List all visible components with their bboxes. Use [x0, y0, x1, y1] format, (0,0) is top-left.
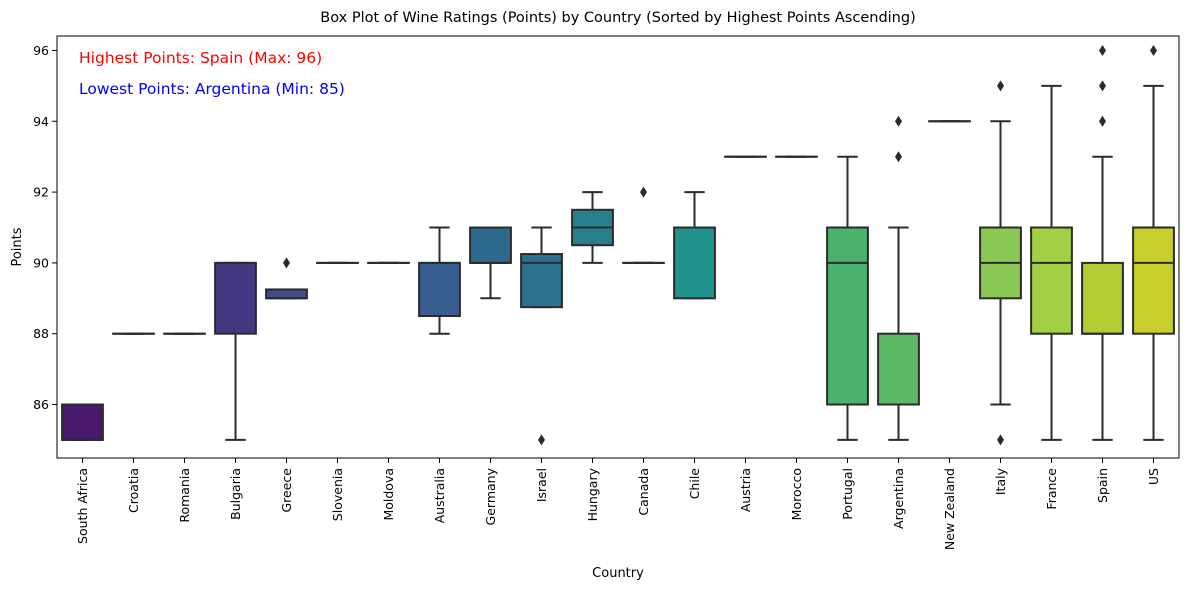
box-body	[1081, 261, 1124, 335]
outlier-point	[1150, 45, 1157, 56]
x-tick-label: Spain	[1095, 468, 1110, 503]
x-tick-label: Canada	[636, 468, 651, 516]
box-body	[1132, 226, 1175, 335]
outlier-point	[538, 434, 545, 446]
x-tick-label: Australia	[432, 468, 447, 523]
outlier-point	[997, 434, 1004, 446]
box-body	[265, 288, 308, 300]
box-south-africa	[61, 403, 104, 441]
outlier-point	[895, 115, 902, 127]
x-tick-label: Bulgaria	[228, 468, 243, 520]
x-tick-label: Hungary	[585, 467, 600, 521]
x-tick-label: Chile	[687, 468, 702, 500]
box-chile	[673, 191, 716, 300]
x-tick-label: Italy	[993, 467, 1008, 495]
box-germany	[469, 226, 512, 300]
box-spain	[1081, 45, 1124, 441]
x-tick-label: Austria	[738, 468, 753, 512]
chart-title: Box Plot of Wine Ratings (Points) by Cou…	[320, 10, 915, 26]
outlier-point	[640, 186, 647, 198]
plot-frame	[56, 35, 1180, 459]
box-israel	[520, 226, 563, 446]
x-tick-label: Croatia	[126, 468, 141, 513]
x-tick-label: Portugal	[840, 468, 855, 520]
box-france	[1030, 84, 1073, 441]
y-axis-label: Points	[10, 227, 25, 266]
x-tick-label: Slovenia	[330, 468, 345, 521]
box-canada	[622, 186, 665, 264]
y-tick-label: 86	[33, 397, 49, 412]
box-body	[673, 226, 716, 300]
box-italy	[979, 80, 1022, 446]
box-australia	[418, 226, 461, 335]
y-tick-label: 96	[33, 43, 49, 58]
x-tick-label: Greece	[279, 468, 294, 513]
box-body	[1030, 226, 1073, 335]
box-body	[877, 332, 920, 406]
outlier-point	[997, 80, 1004, 92]
x-axis-label: Country	[592, 566, 644, 581]
y-tick-label: 92	[33, 185, 49, 200]
x-tick-label: US	[1146, 468, 1161, 485]
highest-points-annotation: Highest Points: Spain (Max: 96)	[79, 49, 322, 67]
box-argentina	[877, 115, 920, 441]
x-tick-label: Morocco	[789, 468, 804, 520]
x-tick-label: France	[1044, 468, 1059, 510]
box-hungary	[571, 191, 614, 264]
outlier-point	[1099, 45, 1106, 56]
box-us	[1132, 45, 1175, 441]
lowest-points-annotation: Lowest Points: Argentina (Min: 85)	[79, 80, 345, 98]
x-tick-label: South Africa	[75, 468, 90, 544]
x-tick-label: Israel	[534, 468, 549, 502]
x-tick-label: Germany	[483, 467, 498, 525]
box-body	[469, 226, 512, 264]
y-tick-label: 94	[33, 114, 49, 129]
outlier-point	[283, 257, 290, 269]
box-body	[826, 226, 869, 406]
outlier-point	[1099, 115, 1106, 127]
y-tick-label: 90	[33, 255, 49, 270]
y-tick-label: 88	[33, 326, 49, 341]
outlier-point	[895, 151, 902, 163]
box-bulgaria	[214, 261, 257, 441]
x-tick-label: Argentina	[891, 468, 906, 529]
box-body	[61, 403, 104, 441]
outlier-point	[1099, 80, 1106, 92]
box-body	[418, 261, 461, 317]
x-tick-label: New Zealand	[942, 468, 957, 550]
box-portugal	[826, 155, 869, 441]
x-tick-label: Romania	[177, 468, 192, 523]
box-greece	[265, 257, 308, 300]
x-tick-label: Moldova	[381, 468, 396, 521]
plot-area: 86 88 90 92 94 96 South Africa Croatia Romania Bu…	[33, 43, 1175, 550]
box-body	[214, 261, 257, 335]
